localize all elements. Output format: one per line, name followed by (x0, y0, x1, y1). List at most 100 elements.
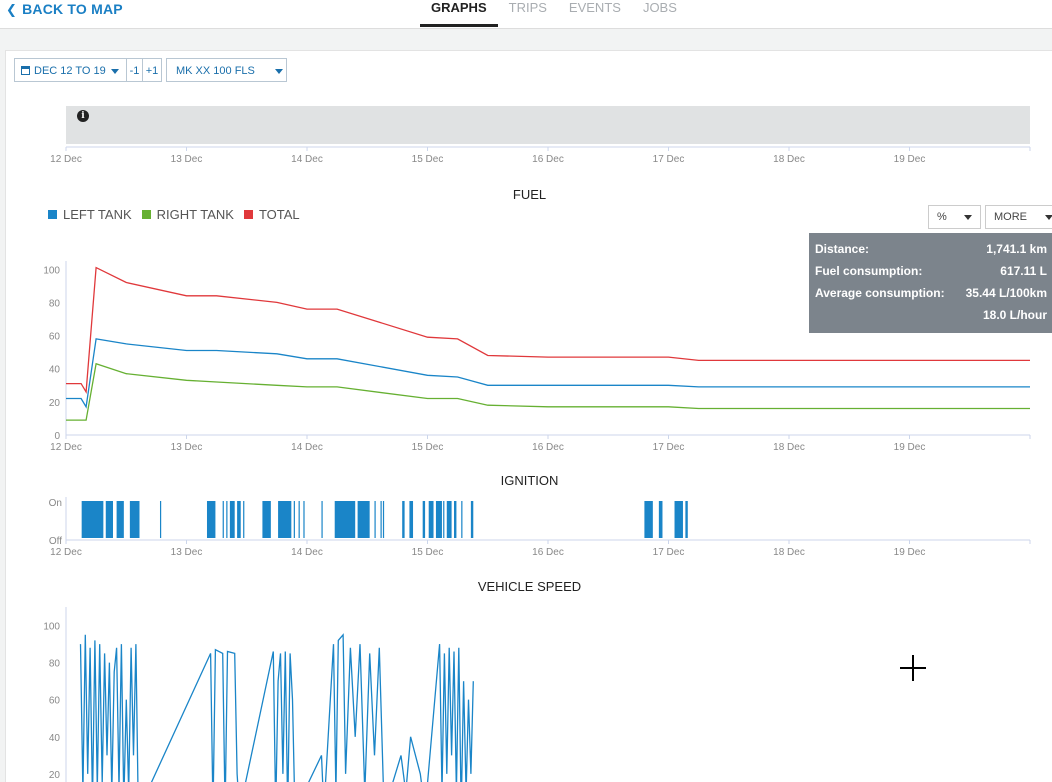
more-select[interactable]: MORE (985, 205, 1052, 229)
fuel-y-tick-label: 60 (49, 332, 61, 343)
tab-graphs[interactable]: GRAPHS (420, 0, 498, 27)
tab-trips[interactable]: TRIPS (508, 0, 547, 15)
legend-left-tank[interactable]: LEFT TANK (48, 207, 132, 222)
ignition-on-bar (357, 501, 370, 538)
ignition-on-bar (262, 501, 271, 538)
crosshair-cursor-icon (900, 655, 926, 681)
speed-series-line (79, 633, 474, 782)
unit-select[interactable]: % (928, 205, 981, 229)
info-icon[interactable]: i (77, 110, 89, 122)
date-range-select[interactable]: DEC 12 TO 19 (14, 58, 127, 82)
ignition-on-bar (435, 501, 442, 538)
tooltip-row-fuel: Fuel consumption: 617.11 L (815, 261, 1047, 283)
top-nav-bar: ❮ BACK TO MAP GRAPHS TRIPS EVENTS JOBS (0, 0, 1052, 29)
ignition-on-bar (409, 501, 414, 538)
ignition-on-bar (321, 501, 323, 538)
x-tick-label: 15 Dec (412, 154, 444, 165)
fuel-y-tick-label: 80 (49, 298, 61, 309)
fuel-legend: LEFT TANK RIGHT TANK TOTAL (48, 207, 310, 222)
ignition-on-bar (129, 501, 140, 538)
view-tabs: GRAPHS TRIPS EVENTS JOBS (420, 0, 688, 28)
ignition-on-bar (298, 501, 300, 538)
legend-total[interactable]: TOTAL (243, 207, 300, 222)
x-tick-label: 16 Dec (532, 547, 564, 558)
ignition-on-bar (229, 501, 235, 538)
tooltip-label: Distance: (815, 242, 870, 256)
x-tick-label: 12 Dec (50, 547, 82, 558)
speed-y-tick-label: 20 (49, 770, 61, 781)
date-range-label: DEC 12 TO 19 (34, 65, 106, 77)
back-to-map-label: BACK TO MAP (22, 1, 123, 17)
caret-down-icon (110, 68, 119, 74)
next-period-button[interactable]: +1 (142, 58, 162, 82)
back-to-map-link[interactable]: ❮ BACK TO MAP (6, 1, 123, 18)
ignition-on-bar (428, 501, 434, 538)
ignition-on-bar (374, 501, 376, 538)
more-select-value: MORE (994, 211, 1027, 223)
tooltip-value: 18.0 L/hour (982, 308, 1047, 322)
x-tick-label: 17 Dec (653, 442, 685, 453)
ignition-on-bar (461, 501, 463, 538)
x-tick-label: 13 Dec (171, 547, 203, 558)
ignition-on-label: On (49, 498, 62, 509)
tooltip-value: 617.11 L (1000, 264, 1047, 278)
tooltip-label: Average consumption: (815, 286, 945, 300)
x-tick-label: 14 Dec (291, 547, 323, 558)
fuel-y-tick-label: 20 (49, 398, 61, 409)
legend-label: TOTAL (258, 207, 300, 222)
legend-right-tank[interactable]: RIGHT TANK (141, 207, 234, 222)
x-tick-label: 12 Dec (50, 154, 82, 165)
ignition-on-bar (685, 501, 688, 538)
x-tick-label: 15 Dec (412, 547, 444, 558)
ignition-on-bar (422, 501, 426, 538)
timeline-navigator[interactable] (66, 106, 1030, 144)
legend-label: RIGHT TANK (156, 207, 234, 222)
x-tick-label: 18 Dec (773, 154, 805, 165)
ignition-on-bar (644, 501, 653, 538)
ignition-on-bar (159, 501, 162, 538)
ignition-on-bar (658, 501, 663, 538)
tab-jobs[interactable]: JOBS (642, 0, 677, 15)
ignition-on-bar (443, 501, 445, 538)
speed-y-tick-label: 100 (43, 622, 60, 633)
x-tick-label: 12 Dec (50, 442, 82, 453)
x-tick-label: 14 Dec (291, 154, 323, 165)
x-tick-label: 19 Dec (894, 154, 926, 165)
ignition-on-bar (81, 501, 104, 538)
x-tick-label: 19 Dec (894, 442, 926, 453)
tooltip-row-hourly: 18.0 L/hour (815, 305, 1047, 327)
ignition-on-bar (303, 501, 305, 538)
x-tick-label: 15 Dec (412, 442, 444, 453)
fuel-series-line-left-tank (66, 338, 1030, 409)
ignition-on-bar (226, 501, 228, 538)
chevron-left-icon: ❮ (6, 2, 18, 17)
x-tick-label: 17 Dec (653, 547, 685, 558)
vehicle-select[interactable]: MK XX 100 FLS (166, 58, 287, 82)
graphs-panel: DEC 12 TO 19 -1 +1 MK XX 100 FLS i FUEL … (5, 50, 1052, 782)
ignition-on-bar (243, 501, 245, 538)
legend-swatch (48, 210, 57, 219)
ignition-on-bar (237, 501, 241, 538)
fuel-y-tick-label: 100 (43, 265, 60, 276)
ignition-on-bar (382, 501, 385, 538)
tooltip-row-distance: Distance: 1,741.1 km (815, 239, 1047, 261)
ignition-on-bar (334, 501, 356, 538)
vehicle-label: MK XX 100 FLS (176, 65, 255, 77)
speed-y-tick-label: 80 (49, 659, 61, 670)
x-tick-label: 13 Dec (171, 154, 203, 165)
fuel-series-line-total (66, 266, 1030, 394)
ignition-title: IGNITION (500, 473, 559, 488)
unit-select-value: % (937, 211, 947, 223)
ignition-on-bar (206, 501, 216, 538)
x-tick-label: 19 Dec (894, 547, 926, 558)
tab-events[interactable]: EVENTS (568, 0, 621, 15)
caret-down-icon (274, 68, 283, 74)
ignition-on-bar (278, 501, 292, 538)
tooltip-value: 1,741.1 km (986, 242, 1047, 256)
x-tick-label: 18 Dec (773, 547, 805, 558)
x-tick-label: 16 Dec (532, 442, 564, 453)
caret-down-icon (964, 215, 972, 220)
legend-swatch (243, 210, 253, 219)
ignition-on-bar (293, 501, 295, 538)
ignition-on-bar (454, 501, 457, 538)
